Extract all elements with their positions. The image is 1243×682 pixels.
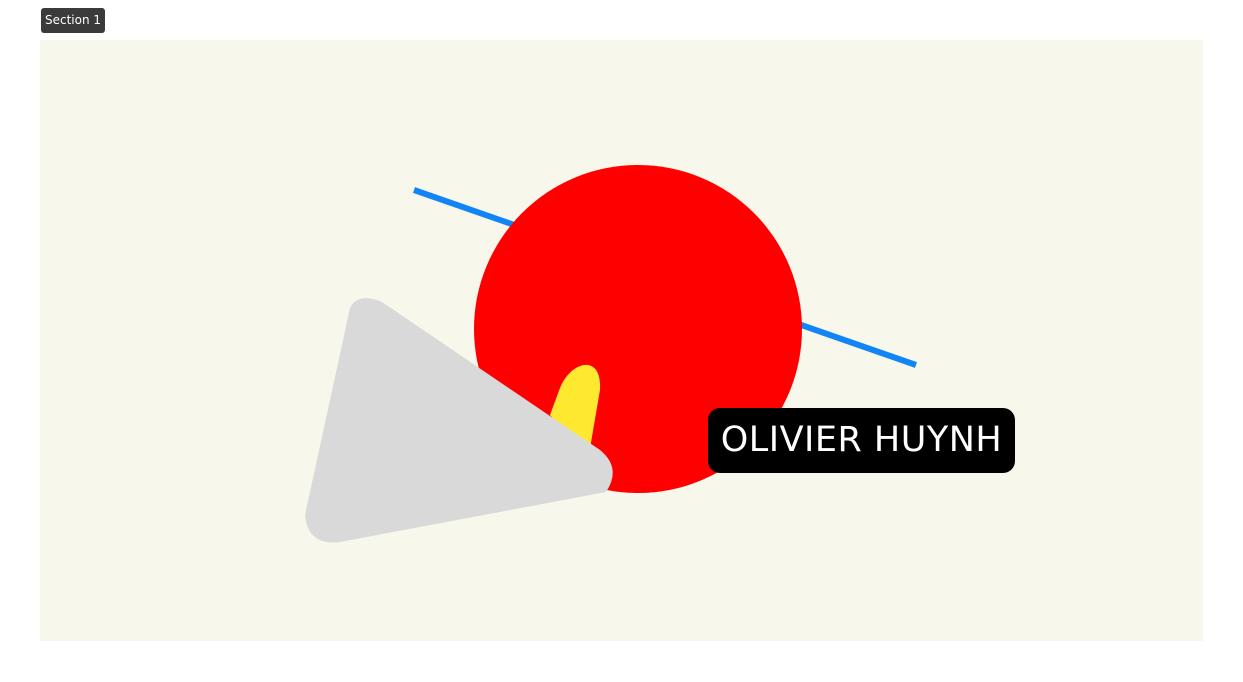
canvas-drawing — [305, 165, 917, 543]
gray-triangle[interactable] — [305, 298, 613, 543]
name-tag[interactable]: OLIVIER HUYNH — [708, 408, 1015, 473]
yellow-shape[interactable] — [550, 364, 601, 460]
canvas-frame[interactable]: OLIVIER HUYNH — [40, 40, 1203, 641]
section-label[interactable]: Section 1 — [41, 8, 106, 33]
